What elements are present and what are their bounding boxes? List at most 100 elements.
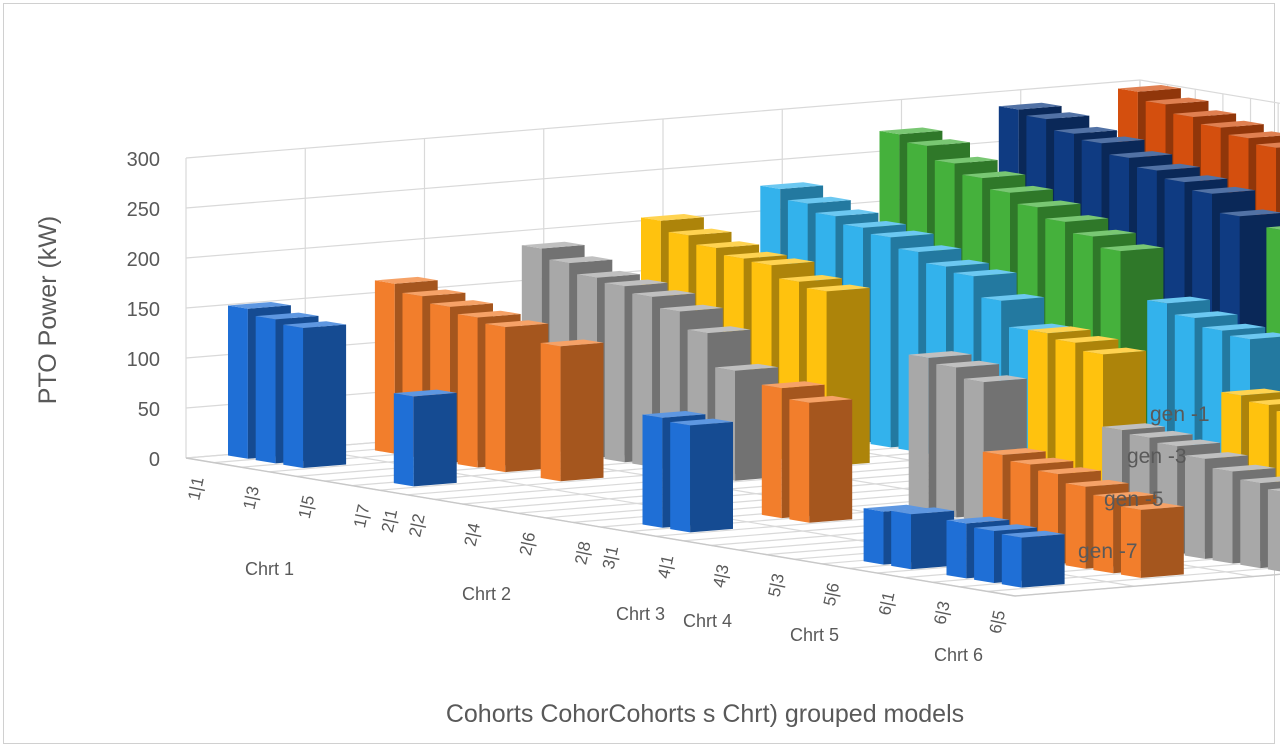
bar-front: [1001, 534, 1022, 588]
bar-top: [1129, 430, 1193, 438]
bar-top: [642, 411, 706, 418]
x-tick-label: 5|3: [765, 572, 788, 599]
bar-front: [283, 324, 304, 468]
x-tick-label: 1|1: [184, 475, 207, 502]
bar-front: [863, 508, 884, 565]
bar-side: [303, 324, 347, 468]
bar-top: [1266, 226, 1280, 230]
x-tick-label: 2|1: [378, 507, 401, 534]
bar-gen-7-3-2: [670, 418, 733, 533]
y-tick-label: 250: [127, 199, 160, 221]
bar-top: [953, 269, 1017, 277]
bar-gen-7-1-7: [393, 389, 457, 487]
bar-front: [604, 283, 625, 463]
bar-top: [1157, 439, 1221, 447]
bar-side: [1140, 506, 1184, 578]
y-tick-label: 0: [149, 449, 160, 471]
bar-top: [1009, 323, 1072, 331]
bar-front: [374, 280, 395, 454]
bar-top: [1173, 110, 1237, 117]
bar-top: [457, 310, 521, 318]
bar-top: [891, 507, 955, 515]
bar-top: [1017, 200, 1081, 208]
bar-top: [1276, 411, 1280, 412]
bar-top: [934, 156, 998, 164]
bar-top: [1065, 479, 1129, 487]
x-tick-label: 6|1: [875, 590, 898, 617]
x-tick-label: 2|2: [405, 512, 428, 539]
group-label: Chrt 3: [616, 604, 665, 624]
bar-top: [815, 209, 879, 217]
bar-front: [228, 305, 248, 459]
floor-front-edge: [185, 457, 1016, 597]
bar-top: [751, 258, 815, 266]
bar-front: [457, 314, 478, 468]
bar-side: [809, 399, 853, 523]
bar-top: [1045, 215, 1109, 222]
bar-top: [1164, 175, 1228, 183]
bar-top: [1174, 311, 1238, 318]
bar-top: [632, 290, 696, 297]
bar-top: [1230, 332, 1280, 340]
bar-top: [898, 245, 962, 252]
bar-top: [879, 127, 943, 135]
group-label: Chrt 4: [683, 611, 732, 631]
bar-top: [228, 302, 291, 309]
bar-top: [1038, 467, 1101, 475]
bar-front: [485, 323, 506, 473]
bar-top: [946, 516, 1010, 524]
bar-side: [690, 421, 733, 533]
bar-front: [761, 384, 782, 519]
bar-top: [1240, 476, 1280, 484]
bar-top: [1026, 112, 1090, 120]
bar-top: [696, 241, 760, 248]
bar-top: [1073, 229, 1136, 237]
x-tick-label: 5|6: [820, 581, 843, 608]
bar-top: [787, 196, 851, 204]
bar-top: [1228, 131, 1280, 139]
x-tick-label: 2|6: [516, 530, 539, 557]
bar-top: [1200, 120, 1264, 128]
y-tick-label: 200: [127, 249, 160, 271]
bar-top: [670, 418, 733, 426]
floor-right-edge: [1014, 573, 1280, 597]
x-tick-label: 1|7: [350, 503, 373, 530]
bar-top: [430, 300, 493, 307]
bar-top: [1145, 97, 1209, 105]
bar-front: [1121, 506, 1141, 578]
bar-top: [789, 395, 853, 403]
bar-front: [255, 316, 276, 464]
bar-top: [962, 171, 1026, 179]
bar-top: [779, 275, 842, 282]
x-tick-label: 4|1: [654, 553, 677, 580]
bar-side: [1021, 534, 1065, 588]
bar-side: [413, 392, 457, 487]
bar-top: [1118, 85, 1181, 92]
bar-top: [908, 351, 972, 358]
bar-front: [946, 520, 967, 579]
bar-top: [870, 230, 934, 238]
bar-top: [715, 363, 779, 371]
bar-top: [1102, 423, 1165, 431]
bar-top: [1147, 296, 1210, 304]
depth-axis-label: gen -1: [1150, 403, 1210, 426]
bar-top: [998, 102, 1062, 110]
bar-gen-6-2-1: [540, 339, 604, 482]
x-tick-label: 2|4: [461, 521, 484, 548]
chart-bars: [228, 85, 1280, 588]
bar-top: [926, 259, 989, 267]
bar-side: [560, 342, 604, 482]
bar-front: [642, 414, 663, 528]
bar-top: [761, 381, 825, 389]
bar-top: [1212, 464, 1276, 472]
bar-top: [982, 448, 1046, 455]
bar-top: [981, 294, 1045, 301]
bar-front: [789, 399, 810, 523]
bar-top: [1001, 530, 1065, 538]
group-label: Chrt 5: [790, 625, 839, 645]
chart-labels: 0 50 100 150 200 250 300 1|1 1|3 1|5 1|7 2|1 2|2 2|4 2…: [127, 149, 1210, 665]
bar-front: [1212, 468, 1233, 564]
bar-top: [283, 321, 347, 328]
y-tick-label: 50: [138, 399, 160, 421]
bar-side: [911, 510, 955, 570]
